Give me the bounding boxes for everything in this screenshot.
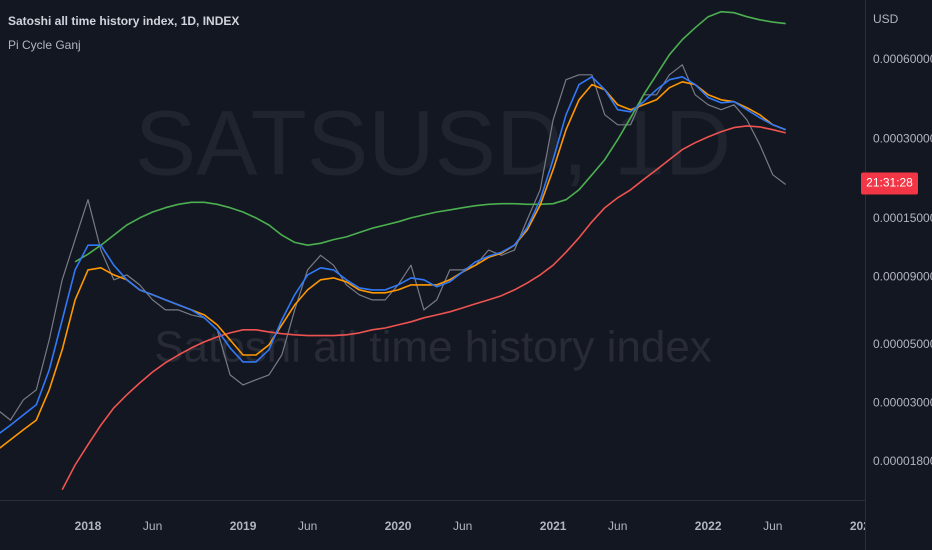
watermark-description: Satoshi all time history index [154,323,712,372]
x-tick-label: 2021 [540,519,567,533]
y-tick-label: 0.00030000 [873,131,932,145]
x-tick-label: Jun [143,519,162,533]
y-tick-label: 0.00015000 [873,211,932,225]
chart-title: Satoshi all time history index, 1D, INDE… [8,14,239,28]
y-tick-label: 0.00001800 [873,454,932,468]
price-label-countdown: 21:31:28 [866,176,913,190]
series-line [0,76,786,434]
x-tick-label: 2023 [850,519,877,533]
x-tick-label: 2019 [230,519,257,533]
watermark: SATSUSD, 1D [135,92,731,194]
x-tick-label: Jun [453,519,472,533]
y-tick-label: 0.00060000 [873,52,932,66]
indicator-name: Pi Cycle Ganj [8,38,81,52]
price-label-box [861,172,918,195]
x-tick-label: 2018 [75,519,102,533]
x-tick-label: 2022 [695,519,722,533]
x-tick-label: 2020 [385,519,412,533]
y-tick-label: 0.00003000 [873,395,932,409]
x-tick-label: Jun [763,519,782,533]
series-line [0,64,787,421]
x-axis: 2018 Jun 2019 Jun 2020 Jun 2021 Jun 2022 Jun 2023 [75,519,877,533]
y-tick-label: 0.00009000 [873,269,932,283]
plot-area: SATSUSD, 1D Satoshi all time history ind… [0,10,787,491]
series-line [61,125,786,491]
y-axis-unit: USD [873,12,899,26]
y-tick-label: 0.00005000 [873,337,932,351]
series-line [74,10,786,263]
x-tick-label: Jun [608,519,627,533]
x-tick-label: Jun [298,519,317,533]
